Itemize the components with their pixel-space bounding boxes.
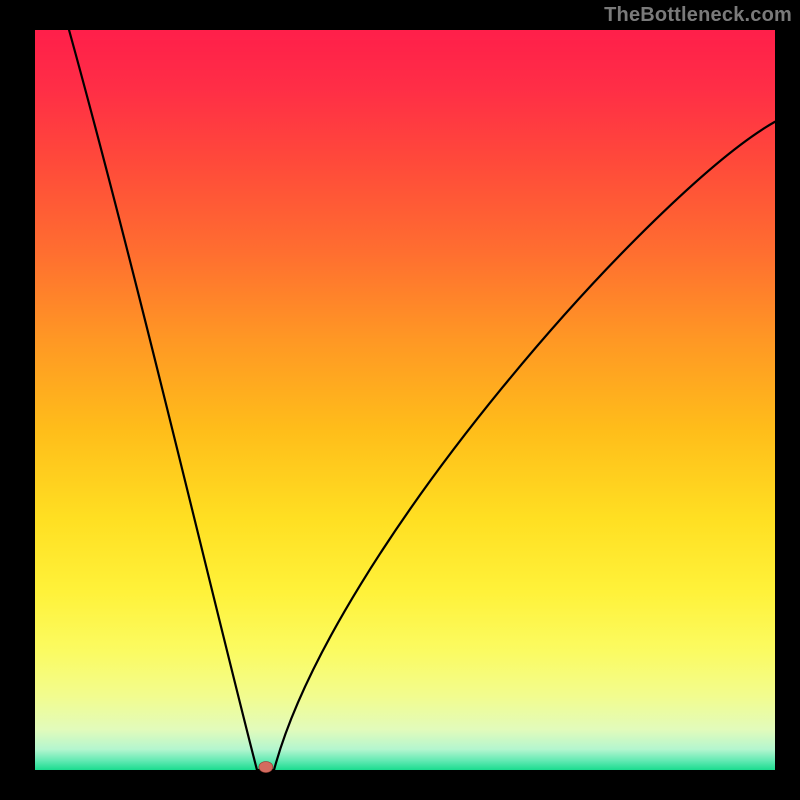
plot-background (35, 30, 775, 770)
chart-container: TheBottleneck.com (0, 0, 800, 800)
minimum-marker (259, 762, 273, 773)
watermark-text: TheBottleneck.com (604, 4, 792, 27)
bottleneck-chart (0, 0, 800, 800)
